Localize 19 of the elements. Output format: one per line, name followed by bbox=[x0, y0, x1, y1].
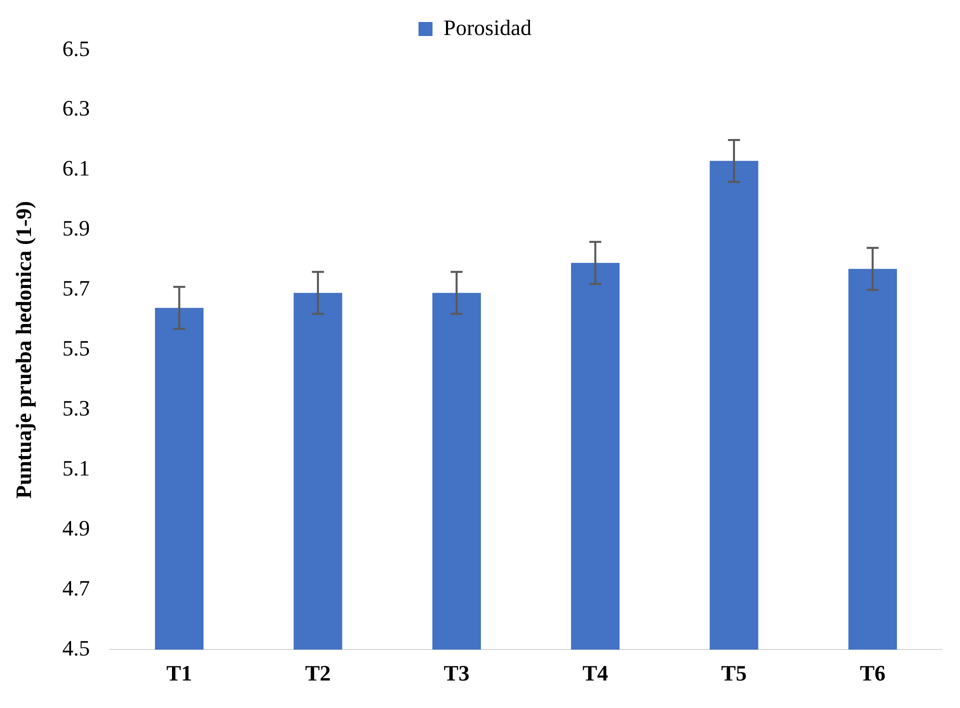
y-tick-label: 4.7 bbox=[62, 575, 90, 600]
y-tick-label: 5.9 bbox=[62, 216, 90, 241]
y-tick-label: 5.1 bbox=[62, 456, 90, 480]
y-tick-label: 5.3 bbox=[62, 396, 90, 421]
x-tick-label: T4 bbox=[582, 660, 608, 686]
y-tick-label: 5.5 bbox=[62, 336, 90, 361]
y-tick-label: 6.5 bbox=[62, 36, 90, 61]
y-tick-label: 6.1 bbox=[62, 156, 90, 181]
y-tick-label: 4.9 bbox=[62, 515, 90, 540]
x-tick-label: T2 bbox=[305, 660, 331, 686]
y-axis-title: Puntuaje prueba hedonica (1-9) bbox=[10, 200, 36, 499]
x-tick-label: T6 bbox=[860, 660, 886, 686]
legend-label: Porosidad bbox=[444, 14, 532, 40]
y-tick-label: 4.5 bbox=[62, 635, 90, 660]
y-tick-label: 6.3 bbox=[62, 96, 90, 121]
x-tick-label: T1 bbox=[166, 660, 192, 686]
x-tick-label: T3 bbox=[444, 660, 470, 686]
x-tick-label: T5 bbox=[721, 660, 747, 686]
y-tick-label: 5.7 bbox=[62, 276, 90, 301]
